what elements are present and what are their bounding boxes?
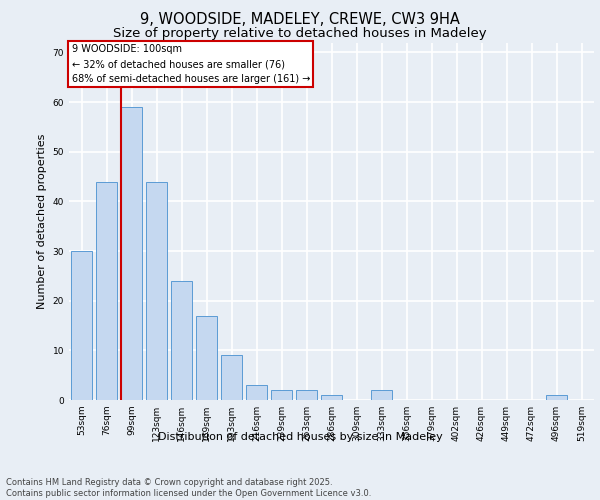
Bar — [121, 107, 142, 400]
Bar — [196, 316, 217, 400]
Bar — [321, 395, 342, 400]
Text: Contains HM Land Registry data © Crown copyright and database right 2025.
Contai: Contains HM Land Registry data © Crown c… — [6, 478, 371, 498]
Text: 9, WOODSIDE, MADELEY, CREWE, CW3 9HA: 9, WOODSIDE, MADELEY, CREWE, CW3 9HA — [140, 12, 460, 28]
Bar — [221, 356, 242, 400]
Text: 9 WOODSIDE: 100sqm
← 32% of detached houses are smaller (76)
68% of semi-detache: 9 WOODSIDE: 100sqm ← 32% of detached hou… — [71, 44, 310, 84]
Bar — [71, 251, 92, 400]
Bar — [546, 395, 567, 400]
Text: Size of property relative to detached houses in Madeley: Size of property relative to detached ho… — [113, 28, 487, 40]
Bar — [96, 182, 117, 400]
Bar — [171, 281, 192, 400]
Bar — [271, 390, 292, 400]
Bar — [371, 390, 392, 400]
Y-axis label: Number of detached properties: Number of detached properties — [37, 134, 47, 309]
Bar — [246, 385, 267, 400]
Bar — [296, 390, 317, 400]
Text: Distribution of detached houses by size in Madeley: Distribution of detached houses by size … — [158, 432, 442, 442]
Bar — [146, 182, 167, 400]
